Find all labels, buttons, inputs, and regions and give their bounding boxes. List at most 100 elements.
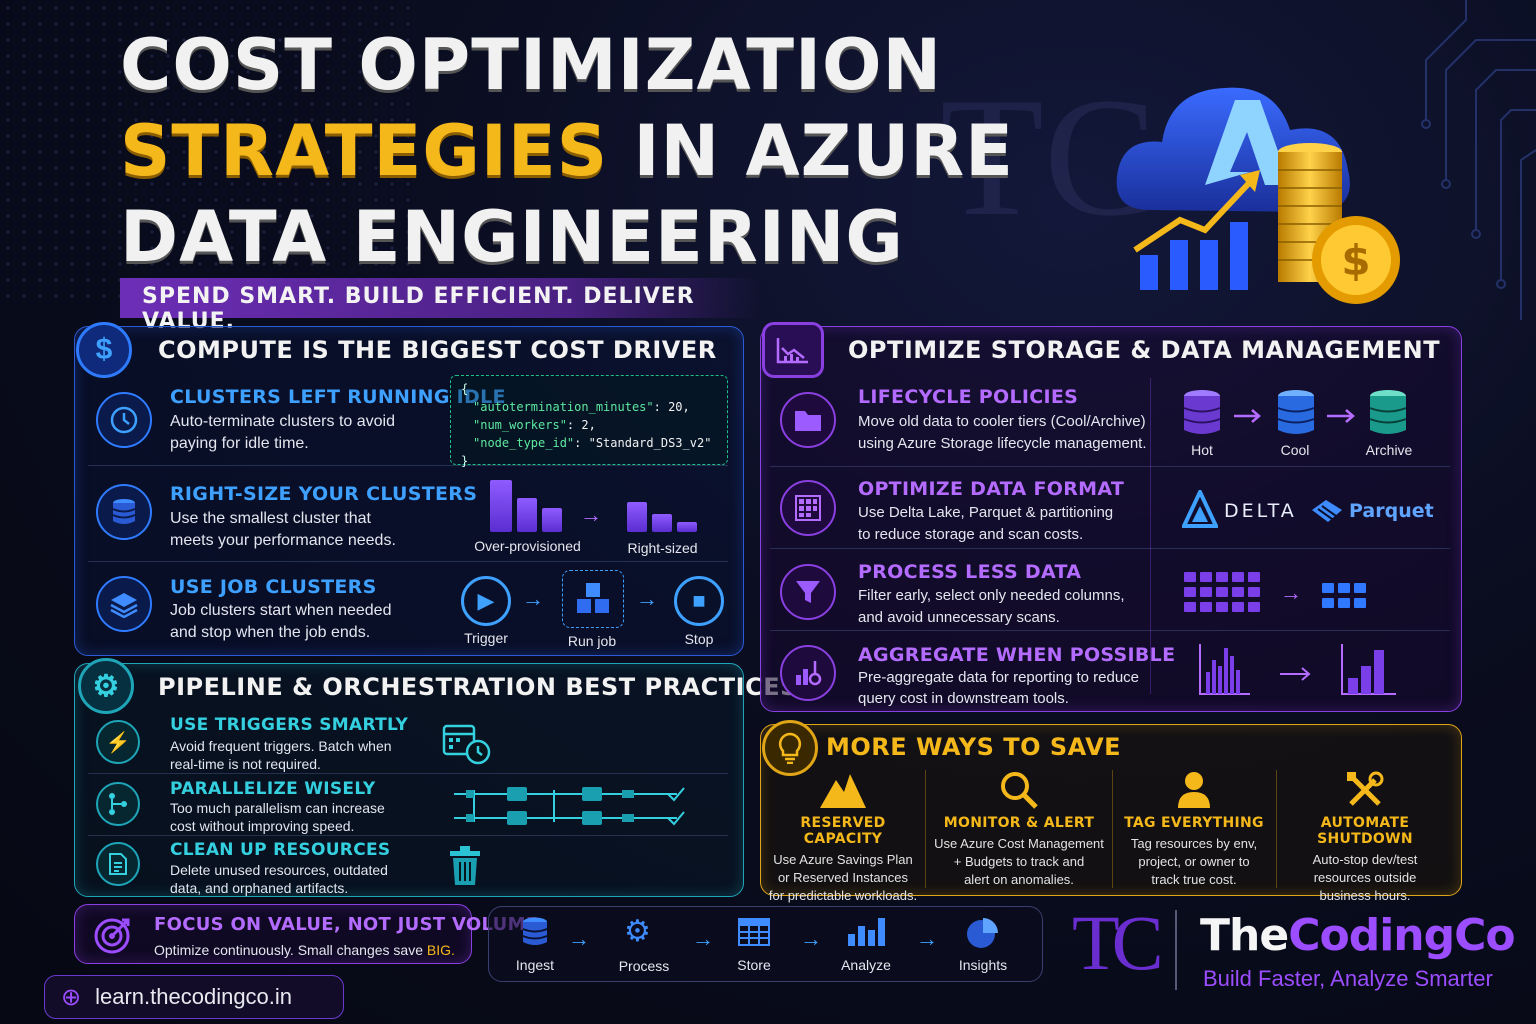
play-icon: ▶ bbox=[461, 576, 511, 626]
compute-item-1-heading: CLUSTERS LEFT RUNNING IDLE bbox=[170, 386, 506, 408]
more-ways-title: MORE WAYS TO SAVE bbox=[826, 733, 1122, 761]
job-arrow-2: → bbox=[636, 586, 658, 611]
more-sep-3 bbox=[1276, 770, 1277, 888]
flow-analyze-label: Analyze bbox=[841, 957, 891, 973]
cluster-config-code: { "autotermination_minutes": 20, "num_wo… bbox=[450, 375, 728, 468]
pipeline-item-3-desc-line-2: data, and orphaned artifacts. bbox=[170, 880, 349, 896]
flow-arrow-2: → bbox=[692, 926, 714, 951]
compute-item-2-desc-line-1: Use the smallest cluster that bbox=[170, 510, 371, 527]
over-provisioned-label: Over-provisioned bbox=[474, 538, 581, 554]
brand-name: TheCodingCo bbox=[1200, 910, 1516, 961]
monitor-alert-desc-line-3: alert on anomalies. bbox=[964, 872, 1074, 887]
code-val-2: : 2, bbox=[566, 418, 596, 432]
circuit-lines bbox=[1421, 0, 1536, 320]
tag-everything-item: TAG EVERYTHING Tag resources by env, proj… bbox=[1118, 770, 1270, 889]
calendar-clock-icon bbox=[442, 720, 492, 771]
monitor-alert-desc-line-1: Use Azure Cost Management bbox=[934, 836, 1104, 851]
storage-item-4-desc: Pre-aggregate data for reporting to redu… bbox=[858, 667, 1139, 709]
storage-item-1-desc-line-2: using Azure Storage lifecycle management… bbox=[858, 435, 1147, 452]
compute-item-2-desc-line-2: meets your performance needs. bbox=[170, 532, 396, 549]
compute-item-1-desc-line-2: paying for idle time. bbox=[170, 435, 309, 452]
delta-logo bbox=[1180, 487, 1220, 533]
filter-icon bbox=[780, 564, 836, 620]
page-title: COST OPTIMIZATION STRATEGIES IN AZURE DA… bbox=[120, 22, 1014, 280]
sizing-arrow: → bbox=[580, 502, 602, 527]
over-bar-2 bbox=[517, 498, 537, 532]
over-bar-3 bbox=[542, 508, 562, 532]
pipeline-item-1-desc-line-2: real-time is not required. bbox=[170, 756, 321, 772]
parallel-flow-diagram bbox=[454, 787, 685, 826]
store-table-icon bbox=[738, 918, 770, 953]
compute-item-1-desc: Auto-terminate clusters to avoid paying f… bbox=[170, 411, 395, 455]
azure-cloud-coins-illustration: $ bbox=[1116, 87, 1400, 304]
storage-item-4-heading: AGGREGATE WHEN POSSIBLE bbox=[858, 644, 1176, 666]
storage-item-4-desc-line-1: Pre-aggregate data for reporting to redu… bbox=[858, 669, 1140, 686]
focus-desc: Optimize continuously. Small changes sav… bbox=[154, 939, 455, 961]
right-bar-2 bbox=[652, 514, 672, 532]
tag-everything-desc: Tag resources by env, project, or owner t… bbox=[1118, 835, 1270, 889]
trash-icon bbox=[446, 845, 484, 892]
tagline: SPEND SMART. BUILD EFFICIENT. DELIVER VA… bbox=[120, 278, 760, 334]
delta-label: DELTA bbox=[1224, 500, 1297, 522]
pipeline-row-2 bbox=[88, 774, 728, 836]
parquet-label: Parquet bbox=[1349, 500, 1434, 522]
title-line-1: COST OPTIMIZATION bbox=[120, 24, 943, 106]
svg-text:$: $ bbox=[1341, 236, 1370, 285]
dot-pattern bbox=[0, 0, 420, 300]
pipeline-item-2-desc-line-2: cost without improving speed. bbox=[170, 818, 355, 834]
storage-row-2 bbox=[770, 467, 1450, 549]
brand-name-the: The bbox=[1200, 910, 1289, 961]
pipeline-item-3-desc-line-1: Delete unused resources, outdated bbox=[170, 862, 388, 878]
code-line-2: "num_workers": 2, bbox=[461, 416, 717, 434]
storage-divider bbox=[1150, 378, 1151, 694]
document-icon bbox=[96, 842, 140, 886]
tag-everything-heading: TAG EVERYTHING bbox=[1124, 815, 1264, 831]
pipeline-item-1-desc-line-1: Avoid frequent triggers. Batch when bbox=[170, 738, 392, 754]
storage-item-1-desc: Move old data to cooler tiers (Cool/Arch… bbox=[858, 411, 1147, 455]
storage-item-4-desc-line-2: query cost in downstream tools. bbox=[858, 690, 1069, 707]
cubes-icon bbox=[562, 570, 624, 628]
pipeline-item-2-desc-line-1: Too much parallelism can increase bbox=[170, 800, 385, 816]
automate-shutdown-desc-line-2: resources outside bbox=[1313, 870, 1417, 885]
storage-item-2-desc-line-1: Use Delta Lake, Parquet & partitioning bbox=[858, 504, 1114, 521]
database-icon bbox=[96, 484, 152, 540]
focus-desc-big: BIG. bbox=[426, 942, 455, 958]
branch-icon bbox=[96, 782, 140, 826]
pipeline-item-2-desc: Too much parallelism can increase cost wi… bbox=[170, 799, 385, 835]
focus-desc-text: Optimize continuously. Small changes sav… bbox=[154, 942, 427, 958]
brand-separator bbox=[1175, 910, 1177, 990]
website-url: learn.thecodingco.in bbox=[95, 984, 293, 1009]
pipeline-row-1 bbox=[88, 712, 728, 774]
more-ways-panel bbox=[760, 724, 1462, 896]
monitor-alert-item: MONITOR & ALERT Use Azure Cost Managemen… bbox=[930, 770, 1108, 889]
compute-item-3-desc: Job clusters start when needed and stop w… bbox=[170, 600, 391, 644]
lightning-icon: ⚡ bbox=[96, 720, 140, 764]
brand-monogram: TC bbox=[1072, 899, 1164, 986]
pipeline-panel bbox=[74, 663, 744, 897]
website-link[interactable]: ⊕ learn.thecodingco.in bbox=[44, 975, 344, 1019]
tier-hot-label: Hot bbox=[1191, 442, 1213, 458]
reserved-capacity-heading: RESERVED CAPACITY bbox=[800, 815, 886, 847]
dollar-icon: $ bbox=[76, 322, 132, 378]
reserved-capacity-desc: Use Azure Savings Plan or Reserved Instan… bbox=[768, 851, 918, 905]
compute-item-3-desc-line-1: Job clusters start when needed bbox=[170, 602, 392, 619]
storage-row-3 bbox=[770, 549, 1450, 631]
storage-item-3-desc-line-2: and avoid unnecessary scans. bbox=[858, 609, 1060, 626]
right-bar-1 bbox=[627, 502, 647, 532]
filter-arrow: → bbox=[1280, 580, 1302, 605]
reserved-capacity-item: RESERVED CAPACITY Use Azure Savings Plan… bbox=[768, 770, 918, 905]
automate-shutdown-heading: AUTOMATE SHUTDOWN bbox=[1317, 815, 1413, 847]
more-sep-2 bbox=[1112, 770, 1113, 888]
compute-panel bbox=[74, 326, 744, 656]
compute-title: COMPUTE IS THE BIGGEST COST DRIVER bbox=[158, 336, 717, 364]
title-line-3: DATA ENGINEERING bbox=[120, 196, 904, 278]
compute-row-2 bbox=[88, 466, 728, 562]
flow-arrow-4: → bbox=[916, 926, 938, 951]
more-sep-1 bbox=[925, 770, 926, 888]
storage-item-2-heading: OPTIMIZE DATA FORMAT bbox=[858, 478, 1125, 500]
flow-ingest-label: Ingest bbox=[515, 957, 555, 973]
title-gold-word: STRATEGIES bbox=[120, 110, 609, 192]
flow-arrow-1: → bbox=[568, 926, 590, 951]
code-val-3: : "Standard_DS3_v2" bbox=[574, 436, 712, 450]
process-gears-icon: ⚙ bbox=[624, 915, 651, 948]
